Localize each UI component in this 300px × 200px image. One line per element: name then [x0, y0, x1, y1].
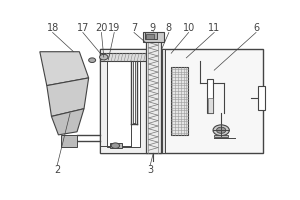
- Text: 7: 7: [131, 23, 137, 33]
- Bar: [146, 35, 161, 153]
- Bar: [110, 143, 122, 148]
- Text: 2: 2: [54, 165, 60, 175]
- Bar: [258, 86, 266, 110]
- Text: 19: 19: [108, 23, 120, 33]
- Polygon shape: [52, 109, 84, 135]
- Circle shape: [111, 143, 120, 148]
- Bar: [100, 53, 147, 61]
- Circle shape: [217, 127, 226, 133]
- Bar: [100, 49, 263, 153]
- Text: 9: 9: [149, 23, 156, 33]
- Text: 18: 18: [46, 23, 59, 33]
- Bar: [214, 135, 228, 137]
- Text: 17: 17: [77, 23, 89, 33]
- Text: 6: 6: [253, 23, 259, 33]
- Circle shape: [100, 54, 108, 60]
- Bar: [146, 34, 154, 39]
- Bar: [208, 98, 213, 113]
- Bar: [162, 49, 165, 153]
- Bar: [100, 49, 147, 153]
- Circle shape: [89, 58, 96, 62]
- Text: 3: 3: [147, 165, 153, 175]
- Polygon shape: [40, 52, 89, 86]
- Bar: [143, 32, 164, 42]
- Text: 11: 11: [208, 23, 220, 33]
- Bar: [171, 67, 188, 135]
- Polygon shape: [47, 78, 89, 116]
- Text: 8: 8: [166, 23, 172, 33]
- Bar: [207, 79, 213, 113]
- Text: 10: 10: [182, 23, 195, 33]
- Circle shape: [213, 125, 229, 136]
- Bar: [107, 55, 140, 147]
- Bar: [145, 32, 157, 39]
- Text: 20: 20: [95, 23, 108, 33]
- Bar: [61, 135, 77, 147]
